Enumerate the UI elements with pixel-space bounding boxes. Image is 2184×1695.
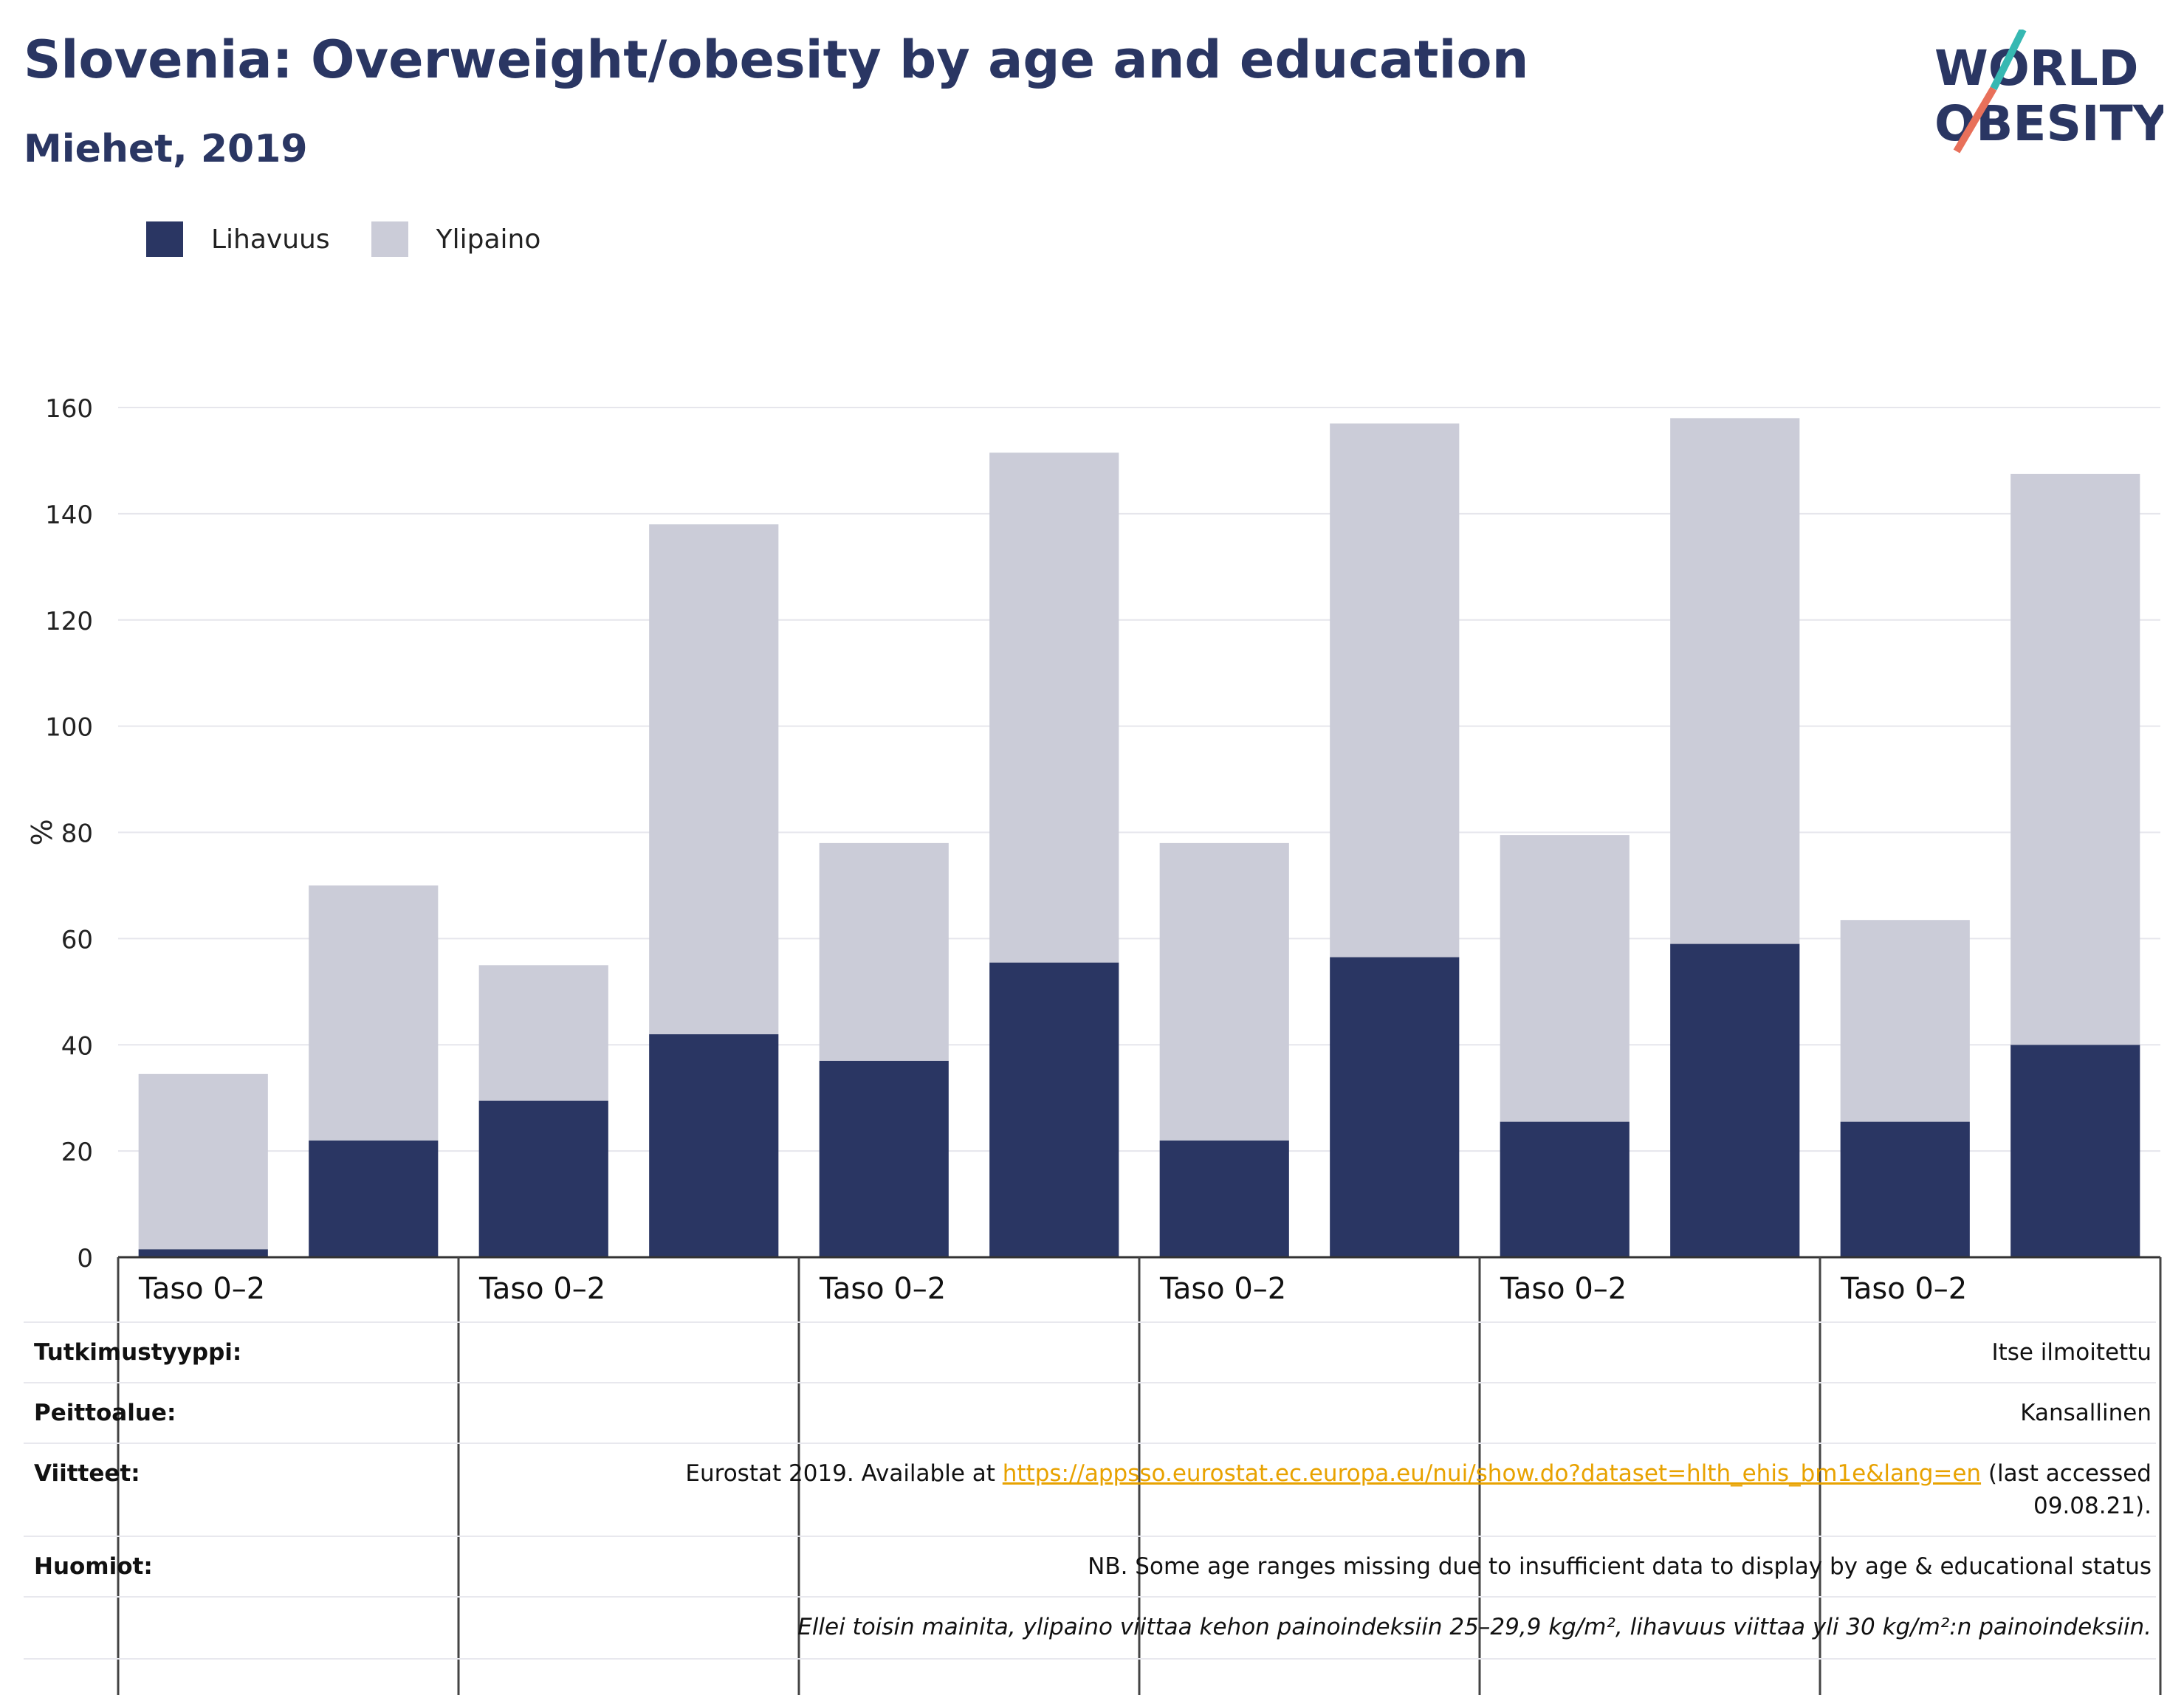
bar-lihavuus-3 bbox=[478, 1100, 608, 1257]
reference-line2: 09.08.21). bbox=[2033, 1493, 2152, 1519]
bar-lihavuus-4 bbox=[649, 1034, 779, 1257]
group-label-5: Taso 0–2 bbox=[1500, 1272, 1627, 1306]
group-label-6: Taso 0–2 bbox=[1840, 1272, 1967, 1306]
bar-ylipaino-10 bbox=[1670, 418, 1800, 944]
group-label-1: Taso 0–2 bbox=[138, 1272, 265, 1306]
y-tick-label: 120 bbox=[45, 607, 93, 636]
bar-ylipaino-5 bbox=[819, 842, 949, 1061]
legend: Lihavuus Ylipaino bbox=[146, 220, 582, 258]
meta-label-references: Viitteet: bbox=[34, 1460, 140, 1487]
y-tick-label: 140 bbox=[45, 501, 93, 530]
bar-ylipaino-9 bbox=[1500, 835, 1630, 1122]
bar-ylipaino-3 bbox=[478, 965, 608, 1101]
meta-value-notes: NB. Some age ranges missing due to insuf… bbox=[1088, 1553, 2152, 1580]
reference-prefix: Eurostat 2019. Available at bbox=[685, 1460, 1003, 1487]
legend-swatch-lihavuus bbox=[146, 221, 183, 257]
bar-ylipaino-12 bbox=[2010, 473, 2140, 1045]
meta-value-definition: Ellei toisin mainita, ylipaino viittaa k… bbox=[797, 1614, 2152, 1640]
y-tick-label: 160 bbox=[45, 394, 93, 424]
bar-lihavuus-12 bbox=[2010, 1045, 2140, 1257]
group-label-3: Taso 0–2 bbox=[819, 1272, 946, 1306]
bar-lihavuus-2 bbox=[309, 1140, 439, 1257]
legend-label-ylipaino: Ylipaino bbox=[436, 224, 541, 255]
meta-row-notes: Huomiot: NB. Some age ranges missing due… bbox=[24, 1536, 2156, 1598]
bar-ylipaino-11 bbox=[1840, 920, 1970, 1122]
bar-lihavuus-10 bbox=[1670, 943, 1800, 1257]
meta-row-coverage: Peittoalue: Kansallinen bbox=[24, 1382, 2156, 1444]
world-obesity-logo: WORLD OBESITY bbox=[1934, 30, 2163, 154]
meta-value-references: Eurostat 2019. Available at https://apps… bbox=[685, 1457, 2152, 1522]
y-axis-label: % bbox=[26, 819, 58, 845]
logo-line1: WORLD bbox=[1934, 40, 2139, 97]
chart-subtitle: Miehet, 2019 bbox=[24, 127, 308, 171]
bar-ylipaino-7 bbox=[1159, 842, 1289, 1141]
bar-ylipaino-8 bbox=[1330, 423, 1460, 957]
bar-ylipaino-6 bbox=[989, 453, 1119, 963]
y-tick-label: 100 bbox=[45, 713, 93, 743]
logo-slash-orange bbox=[1953, 86, 1997, 154]
bar-ylipaino-4 bbox=[649, 524, 779, 1034]
bar-lihavuus-1 bbox=[138, 1249, 268, 1257]
reference-link[interactable]: https://appsso.eurostat.ec.europa.eu/nui… bbox=[1002, 1460, 1982, 1487]
y-tick-label: 0 bbox=[77, 1244, 93, 1273]
group-label-4: Taso 0–2 bbox=[1159, 1272, 1286, 1306]
bar-lihavuus-7 bbox=[1159, 1140, 1289, 1257]
logo-slash-teal bbox=[1990, 30, 2027, 91]
meta-row-study-type: Tutkimustyyppi: Itse ilmoitettu bbox=[24, 1321, 2156, 1383]
meta-row-references: Viitteet: Eurostat 2019. Available at ht… bbox=[24, 1443, 2156, 1537]
y-tick-label: 80 bbox=[61, 819, 93, 849]
meta-value-study-type: Itse ilmoitettu bbox=[1991, 1339, 2152, 1366]
group-label-2: Taso 0–2 bbox=[478, 1272, 605, 1306]
meta-row-definition: Ellei toisin mainita, ylipaino viittaa k… bbox=[24, 1596, 2156, 1660]
bar-lihavuus-11 bbox=[1840, 1121, 1970, 1257]
y-tick-label: 60 bbox=[61, 925, 93, 955]
legend-item-lihavuus: Lihavuus bbox=[146, 221, 330, 257]
bar-lihavuus-8 bbox=[1330, 957, 1460, 1257]
bar-ylipaino-2 bbox=[309, 885, 439, 1141]
legend-item-ylipaino: Ylipaino bbox=[371, 221, 541, 257]
bar-lihavuus-9 bbox=[1500, 1121, 1630, 1257]
bar-lihavuus-5 bbox=[819, 1060, 949, 1257]
bar-lihavuus-6 bbox=[989, 962, 1119, 1257]
meta-label-notes: Huomiot: bbox=[34, 1553, 153, 1580]
reference-suffix: (last accessed bbox=[1981, 1460, 2152, 1487]
bar-ylipaino-1 bbox=[138, 1073, 268, 1250]
legend-label-lihavuus: Lihavuus bbox=[211, 224, 330, 255]
y-tick-label: 40 bbox=[61, 1031, 93, 1061]
meta-label-study-type: Tutkimustyyppi: bbox=[34, 1339, 242, 1366]
chart-title: Slovenia: Overweight/obesity by age and … bbox=[24, 30, 1529, 90]
meta-label-coverage: Peittoalue: bbox=[34, 1400, 176, 1426]
legend-swatch-ylipaino bbox=[371, 221, 408, 257]
y-tick-label: 20 bbox=[61, 1138, 93, 1167]
meta-value-coverage: Kansallinen bbox=[2020, 1400, 2152, 1426]
